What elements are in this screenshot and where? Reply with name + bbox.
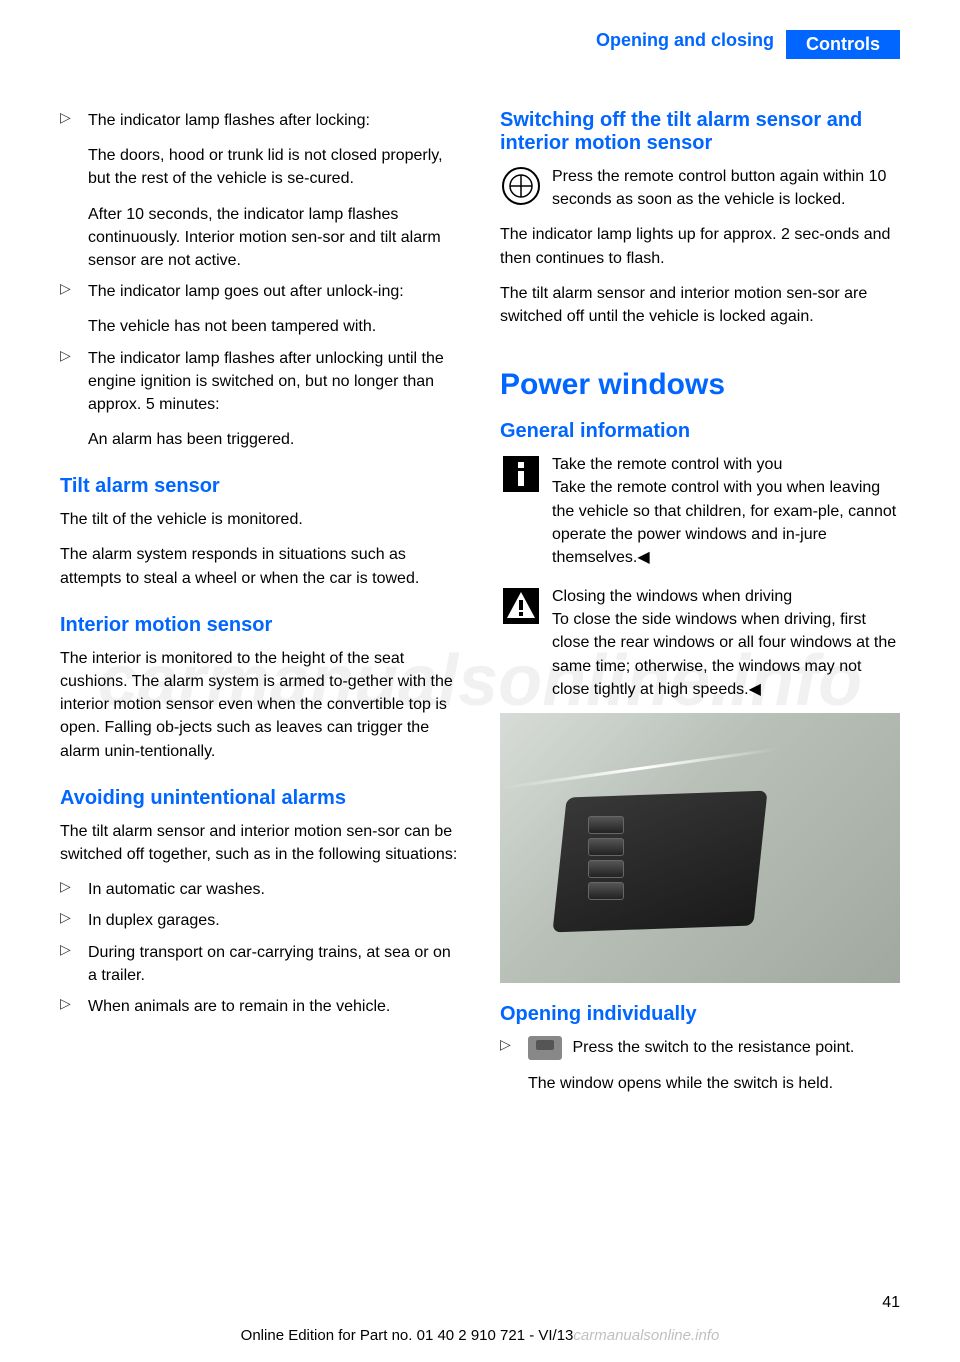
bullet-item: ▷ The indicator lamp goes out after unlo… [60, 280, 460, 338]
header-section: Controls [786, 30, 900, 59]
bullet-marker: ▷ [60, 995, 88, 1018]
icon-text: Press the remote control button again wi… [552, 165, 900, 211]
warning-body: To close the side windows when driving, … [552, 608, 900, 701]
header-chapter: Opening and closing [596, 30, 774, 59]
body-text: The tilt of the vehicle is monitored. [60, 508, 460, 531]
bullet-marker: ▷ [60, 280, 88, 338]
info-icon [500, 453, 542, 495]
bullet-text: In duplex garages. [88, 909, 460, 932]
note-block: Take the remote control with you Take th… [500, 453, 900, 569]
bullet-content: The indicator lamp flashes after locking… [88, 109, 460, 272]
content-area: ▷ The indicator lamp flashes after locki… [0, 59, 960, 1103]
bullet-content: Press the switch to the resistance point… [528, 1036, 900, 1095]
bullet-text: The indicator lamp flashes after unlocki… [88, 347, 460, 417]
bullet-marker: ▷ [60, 909, 88, 932]
body-text: The tilt alarm sensor and interior motio… [60, 820, 460, 866]
warning-block: Closing the windows when driving To clos… [500, 585, 900, 701]
bullet-text: The window opens while the switch is hel… [528, 1072, 900, 1095]
bullet-text: When animals are to remain in the vehicl… [88, 995, 460, 1018]
bullet-content: The indicator lamp flashes after unlocki… [88, 347, 460, 452]
page-number: 41 [882, 1294, 900, 1312]
body-text: The indicator lamp lights up for approx.… [500, 223, 900, 269]
door-panel-image [500, 713, 900, 983]
bullet-text: After 10 seconds, the indicator lamp fla… [88, 203, 460, 273]
bullet-content: The indicator lamp goes out after unlock… [88, 280, 460, 338]
footer: Online Edition for Part no. 01 40 2 910 … [0, 1327, 960, 1344]
bullet-text: Press the switch to the resistance point… [572, 1039, 854, 1056]
bullet-marker: ▷ [60, 347, 88, 452]
heading-interior-motion: Interior motion sensor [60, 614, 460, 637]
footer-watermark: carmanualsonline.info [573, 1327, 719, 1344]
bullet-item: ▷ The indicator lamp flashes after unloc… [60, 347, 460, 452]
heading-avoiding-alarms: Avoiding unintentional alarms [60, 787, 460, 810]
bullet-text: The indicator lamp flashes after locking… [88, 109, 460, 132]
heading-opening-individually: Opening individually [500, 1003, 900, 1026]
bullet-item: ▷ In automatic car washes. [60, 878, 460, 901]
bullet-marker: ▷ [60, 941, 88, 987]
warning-title: Closing the windows when driving [552, 585, 900, 608]
bullet-text: The vehicle has not been tampered with. [88, 315, 460, 338]
note-text: Take the remote control with you Take th… [552, 453, 900, 569]
body-text: The alarm system responds in situations … [60, 543, 460, 589]
bullet-item: ▷ During transport on car-carrying train… [60, 941, 460, 987]
note-body: Take the remote control with you when le… [552, 476, 900, 569]
bmw-logo-icon [500, 165, 542, 207]
body-text: The interior is monitored to the height … [60, 647, 460, 763]
bullet-marker: ▷ [60, 109, 88, 272]
bullet-text: In automatic car washes. [88, 878, 460, 901]
bullet-text: An alarm has been triggered. [88, 428, 460, 451]
heading-general-info: General information [500, 420, 900, 443]
bullet-item: ▷ The indicator lamp flashes after locki… [60, 109, 460, 272]
note-title: Take the remote control with you [552, 453, 900, 476]
warning-text: Closing the windows when driving To clos… [552, 585, 900, 701]
page-header: Opening and closing Controls [0, 0, 960, 59]
body-text: The tilt alarm sensor and interior motio… [500, 282, 900, 328]
bullet-item: ▷ In duplex garages. [60, 909, 460, 932]
left-column: ▷ The indicator lamp flashes after locki… [60, 109, 460, 1103]
bullet-item: ▷ Press the switch to the resistance poi… [500, 1036, 900, 1095]
bullet-marker: ▷ [500, 1036, 528, 1095]
heading-tilt-alarm: Tilt alarm sensor [60, 475, 460, 498]
footer-text: Online Edition for Part no. 01 40 2 910 … [241, 1327, 574, 1344]
bullet-marker: ▷ [60, 878, 88, 901]
right-column: Switching off the tilt alarm sensor and … [500, 109, 900, 1103]
bullet-item: ▷ When animals are to remain in the vehi… [60, 995, 460, 1018]
window-switch-icon [528, 1036, 562, 1060]
bullet-text: The doors, hood or trunk lid is not clos… [88, 144, 460, 190]
heading-power-windows: Power windows [500, 368, 900, 402]
warning-icon [500, 585, 542, 627]
bullet-text: During transport on car-carrying trains,… [88, 941, 460, 987]
heading-switching-off: Switching off the tilt alarm sensor and … [500, 109, 900, 155]
icon-block: Press the remote control button again wi… [500, 165, 900, 211]
bullet-text: The indicator lamp goes out after unlock… [88, 280, 460, 303]
